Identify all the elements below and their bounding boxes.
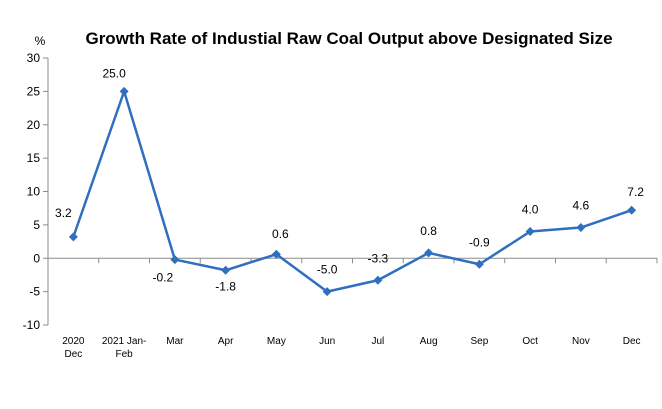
data-label: 0.8 <box>420 224 437 238</box>
y-axis-unit: % <box>35 34 46 48</box>
data-point-marker <box>474 259 484 269</box>
data-label: -5.0 <box>317 263 338 277</box>
x-tick-label: Apr <box>218 336 234 347</box>
x-tick-label: Dec <box>64 349 82 360</box>
data-point-marker <box>322 287 332 297</box>
data-label: 7.2 <box>627 185 644 199</box>
x-tick-label: Mar <box>166 336 184 347</box>
y-tick-label: 0 <box>33 251 40 265</box>
data-label: 3.2 <box>55 206 72 220</box>
data-label: -1.8 <box>215 279 236 293</box>
y-tick-label: 5 <box>33 218 40 232</box>
y-axis: 30 25 20 15 10 5 0 -5 -10 <box>23 51 49 332</box>
data-point-marker <box>525 227 535 237</box>
data-label: -0.2 <box>153 271 174 285</box>
data-label: -0.9 <box>469 235 490 249</box>
y-tick-label: -10 <box>23 318 41 332</box>
y-tick-label: 15 <box>27 151 41 165</box>
x-tick-label: May <box>267 336 286 347</box>
x-tick-label: 2021 Jan- <box>102 336 146 347</box>
data-point-marker <box>424 248 434 258</box>
x-axis: 2020 Dec 2021 Jan- Feb Mar Apr May Jun Jul Aug Sep… <box>47 257 658 360</box>
data-point-marker <box>271 249 281 259</box>
data-label: 0.6 <box>272 227 289 241</box>
x-tick-label: Oct <box>522 336 538 347</box>
data-point-marker <box>119 86 129 96</box>
y-tick-label: 10 <box>27 185 41 199</box>
x-tick-label: Aug <box>420 336 438 347</box>
x-tick-label: Sep <box>470 336 488 347</box>
data-label: 4.0 <box>522 203 539 217</box>
x-tick-label: 2020 <box>62 336 85 347</box>
chart-title: Growth Rate of Industial Raw Coal Output… <box>85 29 612 48</box>
x-tick-label: Dec <box>623 336 641 347</box>
data-label: 25.0 <box>102 66 126 80</box>
series-line-path <box>72 90 633 293</box>
x-tick-label: Jul <box>371 336 384 347</box>
data-point-marker <box>373 275 383 285</box>
series-line <box>68 86 637 297</box>
x-tick-label: Nov <box>572 336 590 347</box>
data-labels: 3.2 25.0 -0.2 -1.8 0.6 -5.0 -3.3 0.8 -0.9 4.0 4.6 7… <box>55 66 644 293</box>
y-tick-label: 25 <box>27 84 41 98</box>
data-point-marker <box>68 232 78 242</box>
x-tick-label: Jun <box>319 336 335 347</box>
x-tick-label: Feb <box>116 349 134 360</box>
data-point-marker <box>627 205 637 215</box>
y-tick-label: -5 <box>29 285 40 299</box>
y-tick-label: 20 <box>27 118 41 132</box>
data-label: -3.3 <box>368 251 389 265</box>
data-label: 4.6 <box>573 199 590 213</box>
y-tick-label: 30 <box>27 51 41 65</box>
data-point-marker <box>221 265 231 275</box>
data-point-marker <box>576 223 586 233</box>
data-point-marker <box>170 255 180 265</box>
